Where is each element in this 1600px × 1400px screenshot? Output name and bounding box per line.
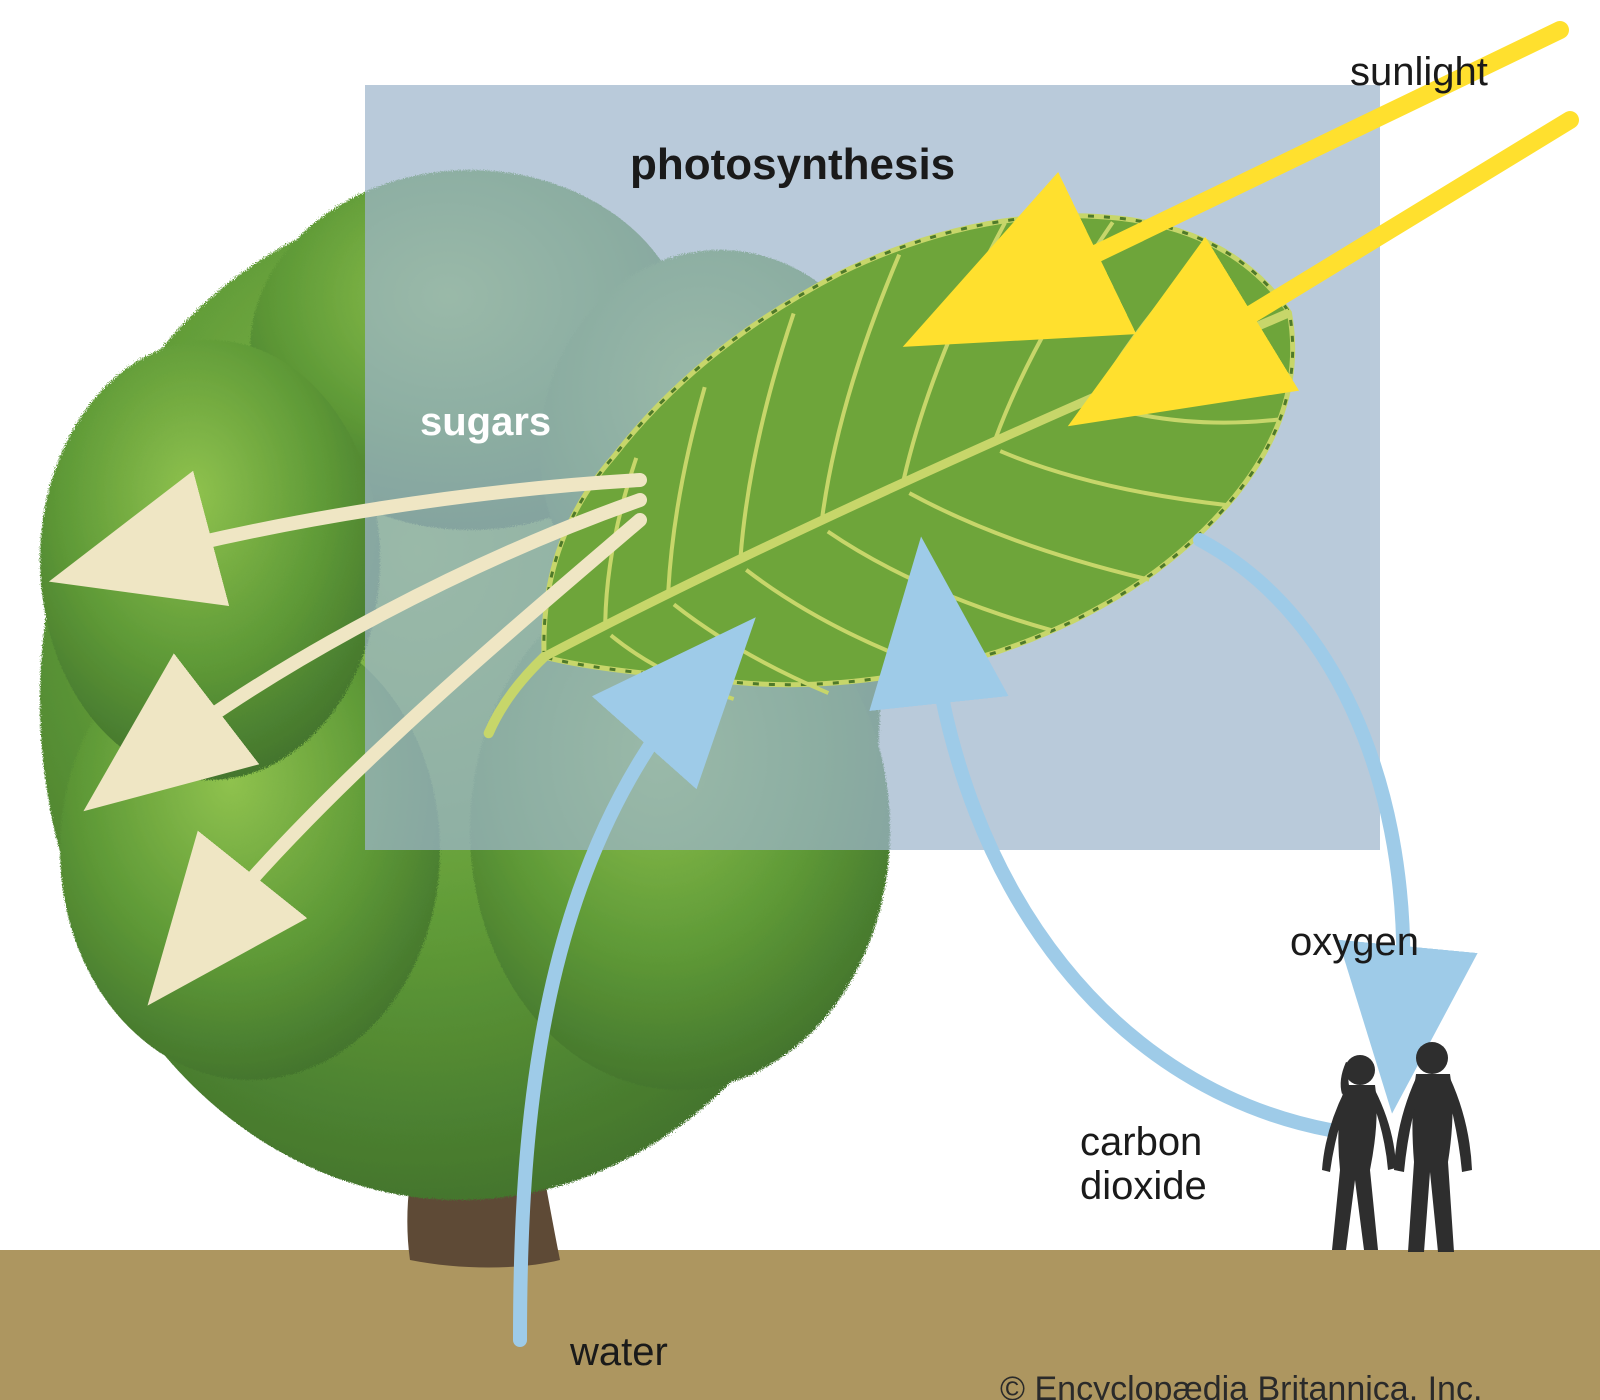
sunlight-label: sunlight — [1350, 50, 1488, 95]
human-silhouettes — [1322, 1042, 1472, 1252]
water-label: water — [570, 1330, 668, 1375]
title-label: photosynthesis — [630, 140, 955, 190]
oxygen-label: oxygen — [1290, 920, 1419, 965]
scene-svg — [0, 0, 1600, 1400]
diagram-stage: photosynthesis sunlight sugars water oxy… — [0, 0, 1600, 1400]
credit-label: © Encyclopædia Britannica, Inc. — [1000, 1370, 1482, 1400]
human-female — [1322, 1055, 1396, 1250]
sugars-label: sugars — [420, 400, 551, 445]
carbon-dioxide-label: carbon dioxide — [1080, 1120, 1207, 1208]
human-male — [1394, 1042, 1472, 1252]
